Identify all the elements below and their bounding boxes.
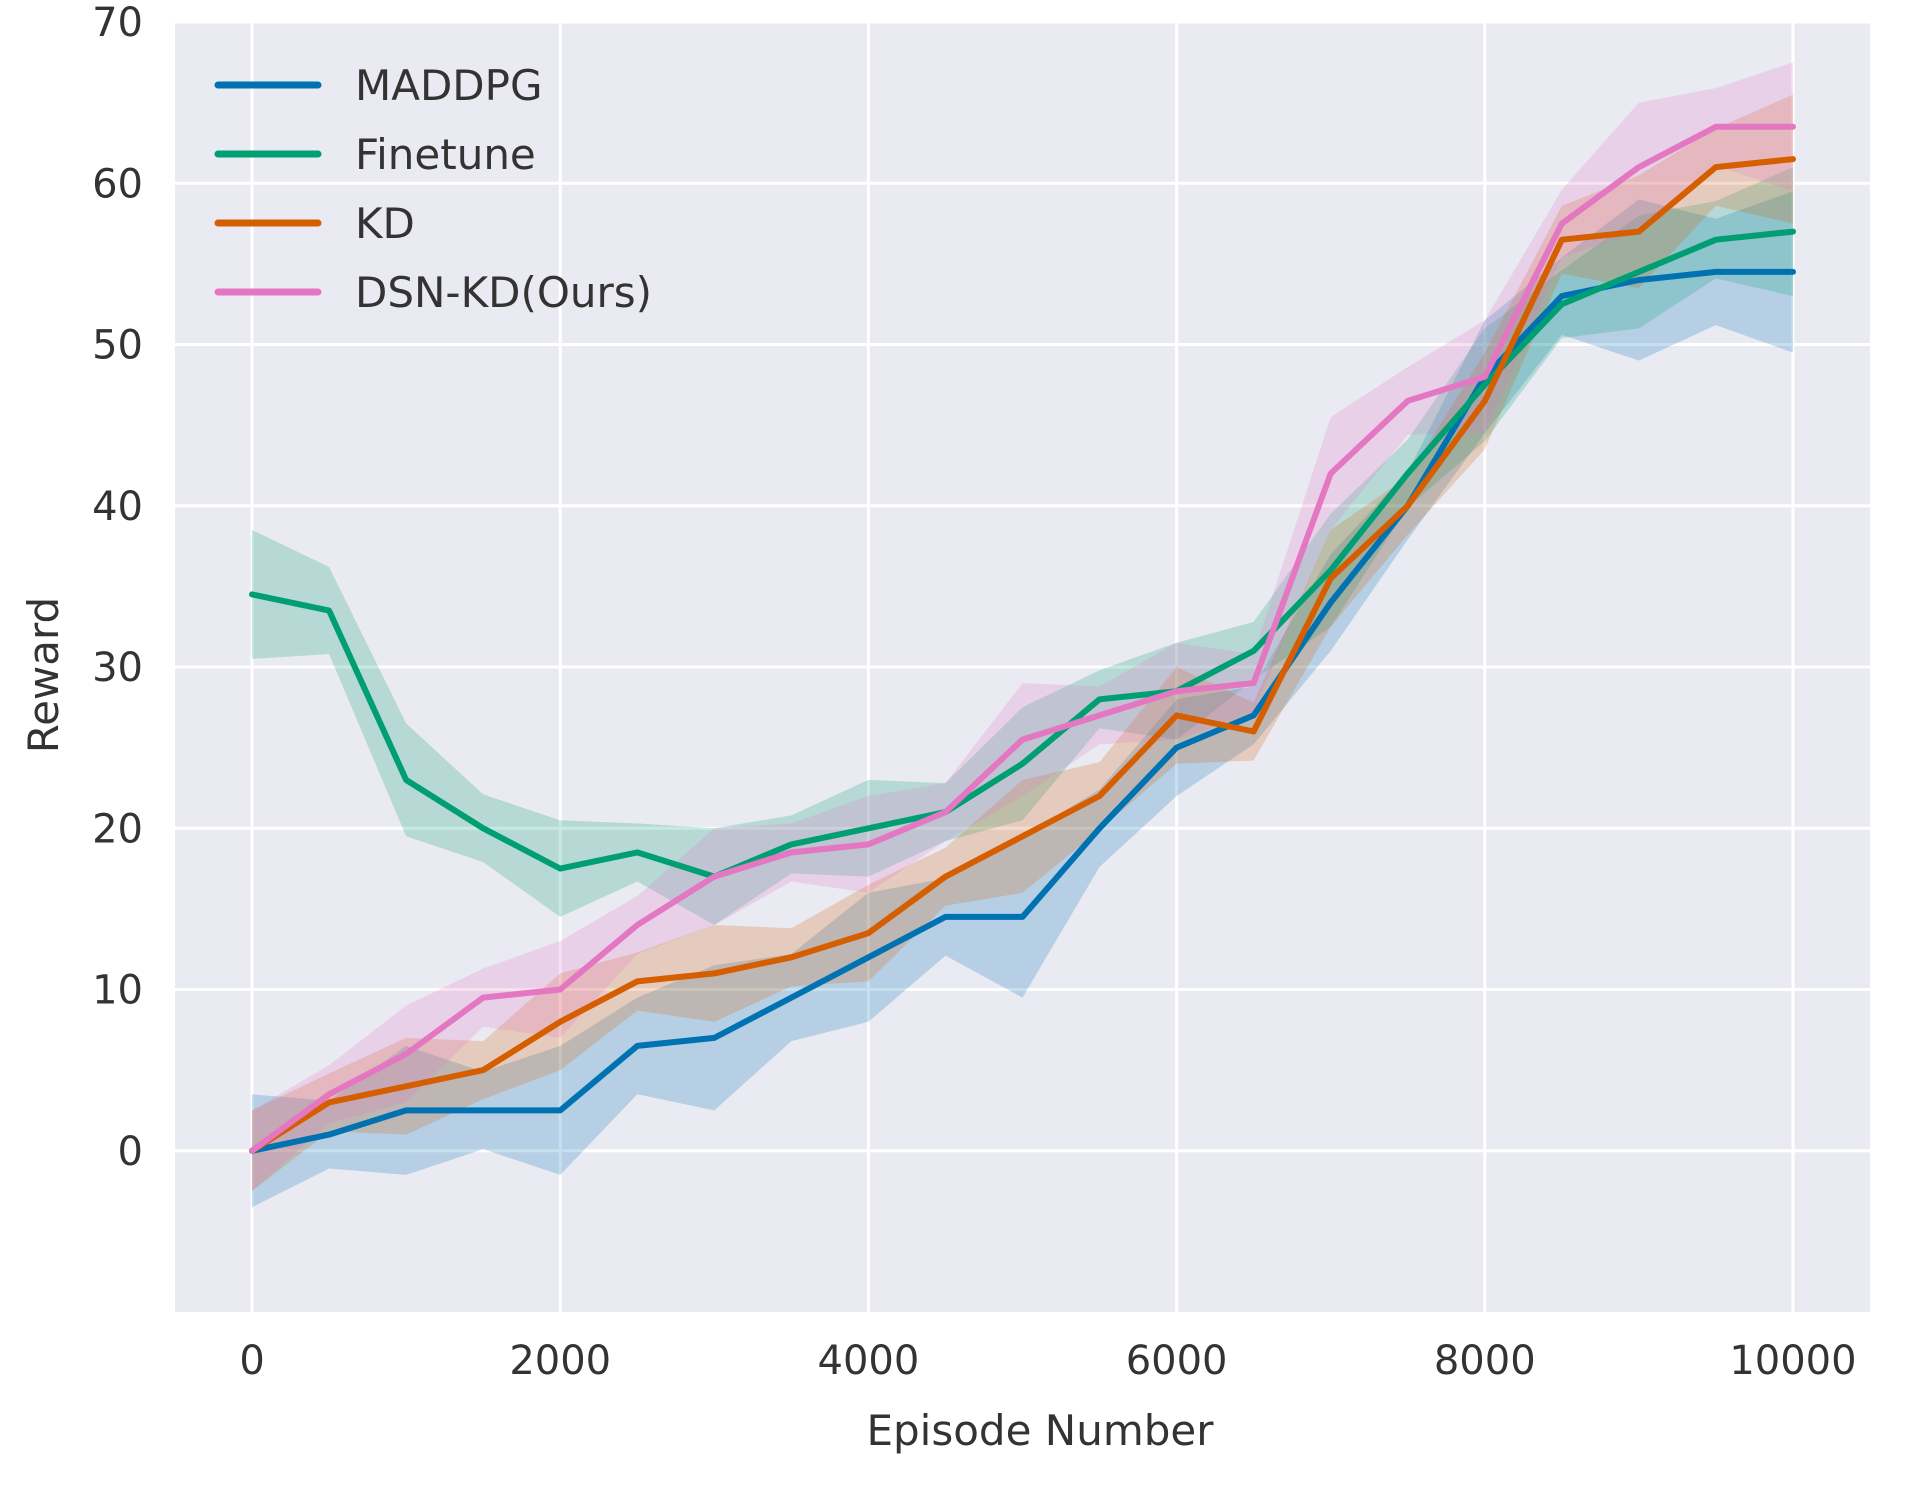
y-tick-label: 40	[92, 484, 143, 530]
y-tick-label: 30	[92, 645, 143, 691]
y-tick-label: 0	[118, 1129, 143, 1175]
y-tick-label: 60	[92, 161, 143, 207]
x-tick-label: 8000	[1434, 1338, 1536, 1384]
kd-line	[249, 156, 1796, 1154]
dsn-kd-ours-line	[249, 123, 1796, 1154]
series-lines	[249, 123, 1796, 1154]
y-tick-label: 70	[92, 0, 143, 46]
x-axis-label: Episode Number	[866, 1406, 1214, 1455]
legend-label-maddpg: MADDPG	[355, 61, 543, 110]
x-tick-label: 2000	[509, 1338, 611, 1384]
finetune-line	[249, 228, 1796, 880]
legend: MADDPG Finetune KD DSN-KD(Ours)	[214, 61, 652, 317]
x-tick-label: 6000	[1126, 1338, 1228, 1384]
x-tick-label: 10000	[1729, 1338, 1856, 1384]
y-tick-label: 50	[92, 323, 143, 369]
legend-label-dsn-kd-ours: DSN-KD(Ours)	[355, 268, 652, 317]
x-tick-label: 4000	[818, 1338, 920, 1384]
y-tick-label: 20	[92, 806, 143, 852]
tick-labels: 0 2000 4000 6000 8000 10000 0 10 20 30 40 50 60 70	[92, 0, 1856, 1384]
grid	[175, 20, 1870, 1312]
legend-label-kd: KD	[355, 199, 415, 248]
maddpg-band	[252, 191, 1793, 1208]
x-tick-label: 0	[239, 1338, 264, 1384]
confidence-bands	[252, 62, 1793, 1208]
maddpg-line	[249, 268, 1796, 1154]
legend-label-finetune: Finetune	[355, 130, 536, 179]
y-axis-label: Reward	[19, 597, 68, 753]
kd-band	[252, 94, 1793, 1192]
y-tick-label: 10	[92, 968, 143, 1014]
dsn-kd-ours-band	[252, 62, 1793, 1192]
finetune-band	[252, 167, 1793, 926]
